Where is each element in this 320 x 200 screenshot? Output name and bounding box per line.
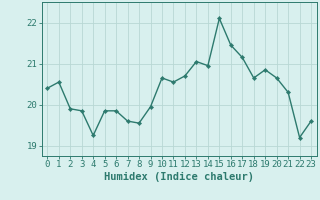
- X-axis label: Humidex (Indice chaleur): Humidex (Indice chaleur): [104, 172, 254, 182]
